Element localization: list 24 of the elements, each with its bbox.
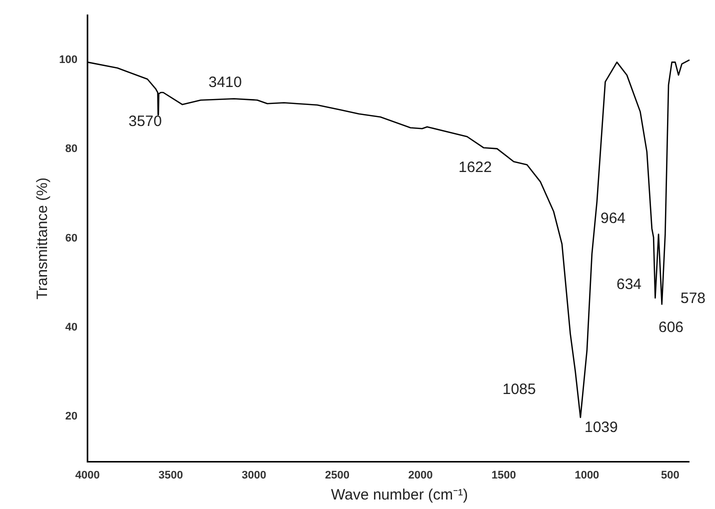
y-axis-title: Transmittance (%): [34, 178, 52, 300]
x-tick-label: 3000: [242, 470, 266, 482]
annotation: 1039: [584, 419, 618, 436]
annotation: 964: [600, 210, 626, 227]
x-tick-label: 4000: [75, 470, 100, 482]
annotation: 1622: [458, 159, 492, 176]
annotation: 3570: [128, 113, 162, 130]
y-tick-label: 100: [59, 54, 78, 66]
x-tick-label: 500: [661, 470, 680, 482]
y-tick-label: 20: [65, 410, 78, 423]
annotation: 606: [658, 319, 684, 336]
annotation: 3410: [208, 74, 242, 91]
x-tick-label: 1500: [491, 470, 516, 482]
annotation: 1085: [502, 381, 536, 398]
x-tick-label: 3500: [158, 470, 183, 482]
annotation: 634: [616, 276, 642, 293]
x-tick-label: 1000: [574, 470, 600, 482]
y-tick-label: 40: [65, 322, 78, 334]
annotation: 578: [680, 290, 706, 307]
y-tick-label: 80: [65, 143, 78, 156]
x-tick-label: 2000: [408, 470, 433, 482]
x-axis-title: Wave number (cm⁻¹): [331, 486, 468, 504]
y-tick-label: 60: [65, 232, 78, 244]
x-tick-label: 2500: [324, 470, 350, 482]
